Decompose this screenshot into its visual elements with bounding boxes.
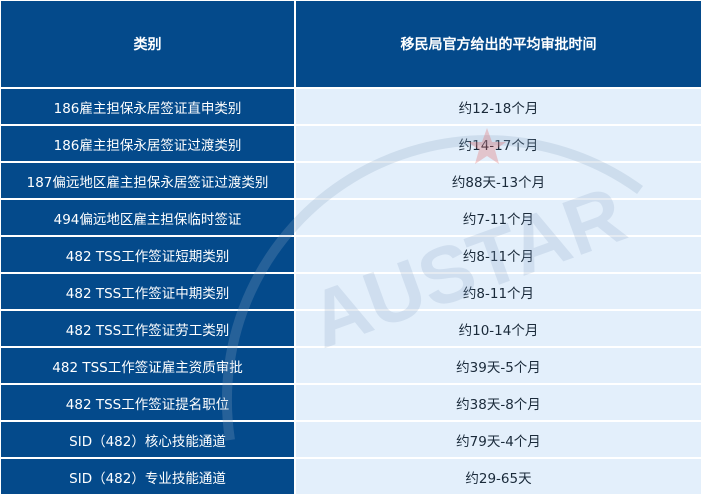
category-cell: 482 TSS工作签证短期类别: [1, 237, 294, 272]
category-cell: SID（482）核心技能通道: [1, 422, 294, 457]
category-cell: 494偏远地区雇主担保临时签证: [1, 200, 294, 235]
time-cell: 约14-17个月: [296, 126, 701, 161]
time-cell: 约38天-8个月: [296, 385, 701, 420]
table-row: 186雇主担保永居签证过渡类别 约14-17个月: [1, 126, 701, 161]
time-cell: 约88天-13个月: [296, 163, 701, 198]
table-row: SID（482）核心技能通道 约79天-4个月: [1, 422, 701, 457]
table-row: 482 TSS工作签证短期类别 约8-11个月: [1, 237, 701, 272]
header-time: 移民局官方给出的平均审批时间: [296, 1, 701, 87]
category-cell: 186雇主担保永居签证直申类别: [1, 89, 294, 124]
header-row: 类别 移民局官方给出的平均审批时间: [1, 1, 701, 87]
time-cell: 约8-11个月: [296, 274, 701, 309]
header-category: 类别: [1, 1, 294, 87]
time-cell: 约39天-5个月: [296, 348, 701, 383]
time-cell: 约10-14个月: [296, 311, 701, 346]
category-cell: 482 TSS工作签证劳工类别: [1, 311, 294, 346]
time-cell: 约79天-4个月: [296, 422, 701, 457]
category-cell: 186雇主担保永居签证过渡类别: [1, 126, 294, 161]
category-cell: 482 TSS工作签证雇主资质审批: [1, 348, 294, 383]
category-cell: 187偏远地区雇主担保永居签证过渡类别: [1, 163, 294, 198]
table-row: 187偏远地区雇主担保永居签证过渡类别 约88天-13个月: [1, 163, 701, 198]
category-cell: SID（482）专业技能通道: [1, 459, 294, 494]
table-row: 482 TSS工作签证雇主资质审批 约39天-5个月: [1, 348, 701, 383]
table-row: 186雇主担保永居签证直申类别 约12-18个月: [1, 89, 701, 124]
table-row: SID（482）专业技能通道 约29-65天: [1, 459, 701, 494]
time-cell: 约8-11个月: [296, 237, 701, 272]
time-cell: 约7-11个月: [296, 200, 701, 235]
category-cell: 482 TSS工作签证提名职位: [1, 385, 294, 420]
table-row: 482 TSS工作签证提名职位 约38天-8个月: [1, 385, 701, 420]
table-row: 482 TSS工作签证劳工类别 约10-14个月: [1, 311, 701, 346]
table-row: 494偏远地区雇主担保临时签证 约7-11个月: [1, 200, 701, 235]
table-row: 482 TSS工作签证中期类别 约8-11个月: [1, 274, 701, 309]
category-cell: 482 TSS工作签证中期类别: [1, 274, 294, 309]
time-cell: 约12-18个月: [296, 89, 701, 124]
time-cell: 约29-65天: [296, 459, 701, 494]
